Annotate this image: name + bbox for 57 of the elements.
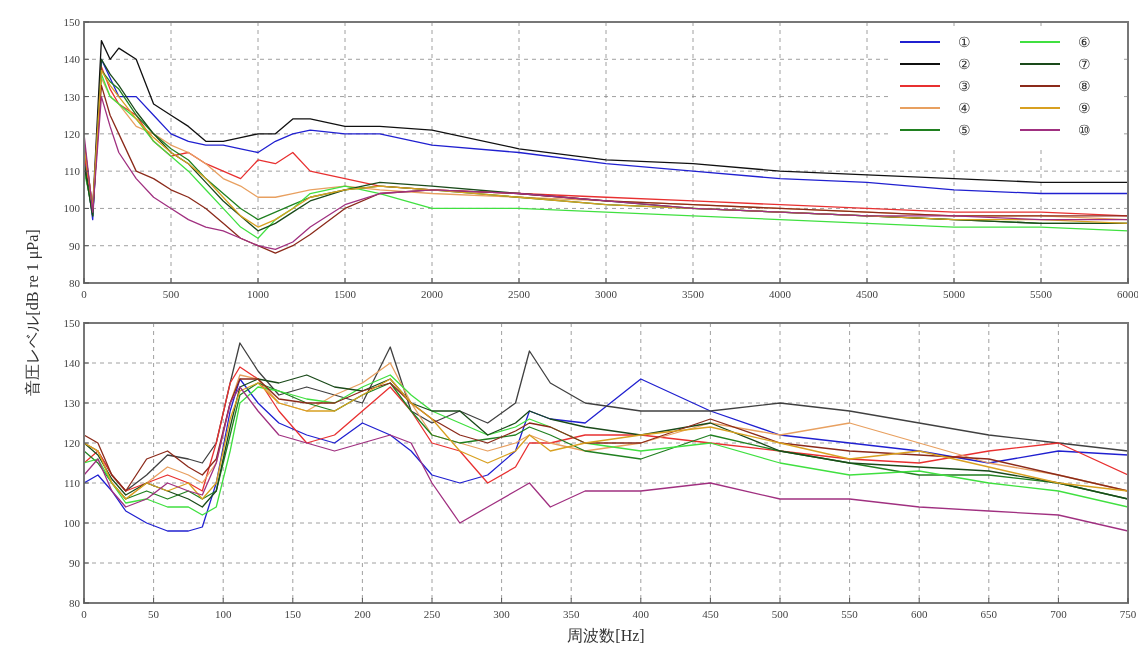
x-tick-label: 150 <box>284 608 302 620</box>
y-tick-label: 100 <box>63 517 81 529</box>
x-tick-label: 400 <box>632 608 650 620</box>
x-tick-label: 250 <box>423 608 441 620</box>
y-tick-label: 110 <box>63 477 81 489</box>
legend-label: ① <box>958 35 971 50</box>
x-tick-label: 5500 <box>1030 288 1053 300</box>
x-tick-label: 0 <box>81 288 88 300</box>
x-tick-label: 650 <box>980 608 998 620</box>
y-tick-label: 150 <box>63 16 81 28</box>
y-tick-label: 90 <box>69 239 81 252</box>
x-tick-label: 2500 <box>508 288 531 300</box>
y-tick-label: 80 <box>69 597 81 609</box>
x-tick-label: 3500 <box>682 288 705 300</box>
legend-label: ⑩ <box>1078 123 1091 138</box>
x-tick-label: 1500 <box>334 288 357 300</box>
y-tick-label: 110 <box>63 165 81 178</box>
x-tick-label: 600 <box>910 608 928 620</box>
x-tick-label: 6000 <box>1117 288 1138 300</box>
x-tick-label: 3000 <box>595 288 618 300</box>
y-tick-label: 80 <box>69 277 81 289</box>
legend-label: ⑧ <box>1078 79 1091 94</box>
y-tick-label: 140 <box>63 53 81 66</box>
legend-label: ⑦ <box>1078 57 1091 72</box>
x-tick-label: 50 <box>148 608 160 620</box>
x-tick-label: 300 <box>493 608 511 620</box>
legend-label: ④ <box>958 101 971 116</box>
x-tick-label: 4500 <box>856 288 879 300</box>
x-tick-label: 450 <box>702 608 720 620</box>
legend-label: ⑤ <box>958 123 971 138</box>
y-tick-label: 130 <box>63 90 81 103</box>
y-tick-label: 140 <box>63 357 81 369</box>
x-tick-label: 500 <box>162 288 180 300</box>
y-tick-label: 100 <box>63 202 81 215</box>
x-tick-label: 2000 <box>421 288 444 300</box>
y-tick-label: 120 <box>63 127 81 140</box>
y-tick-label: 130 <box>63 397 81 409</box>
x-tick-label: 200 <box>354 608 372 620</box>
x-tick-label: 500 <box>771 608 789 620</box>
legend-label: ⑨ <box>1078 101 1091 116</box>
x-tick-label: 4000 <box>769 288 792 300</box>
x-tick-label: 700 <box>1050 608 1068 620</box>
x-tick-label: 1000 <box>247 288 270 300</box>
x-axis-title: 周波数[Hz] <box>567 627 645 644</box>
x-tick-label: 350 <box>562 608 580 620</box>
x-tick-label: 100 <box>214 608 232 620</box>
legend-label: ② <box>958 57 971 72</box>
x-tick-label: 5000 <box>943 288 966 300</box>
x-tick-label: 750 <box>1119 608 1137 620</box>
y-tick-label: 120 <box>63 437 81 449</box>
y-tick-label: 90 <box>69 557 81 569</box>
y-axis-title: 音圧レベル[dB re 1 μPa] <box>24 229 42 396</box>
legend-label: ③ <box>958 79 971 94</box>
x-tick-label: 550 <box>841 608 859 620</box>
x-tick-label: 0 <box>81 608 88 620</box>
legend-label: ⑥ <box>1078 35 1091 50</box>
y-tick-label: 150 <box>63 317 81 329</box>
